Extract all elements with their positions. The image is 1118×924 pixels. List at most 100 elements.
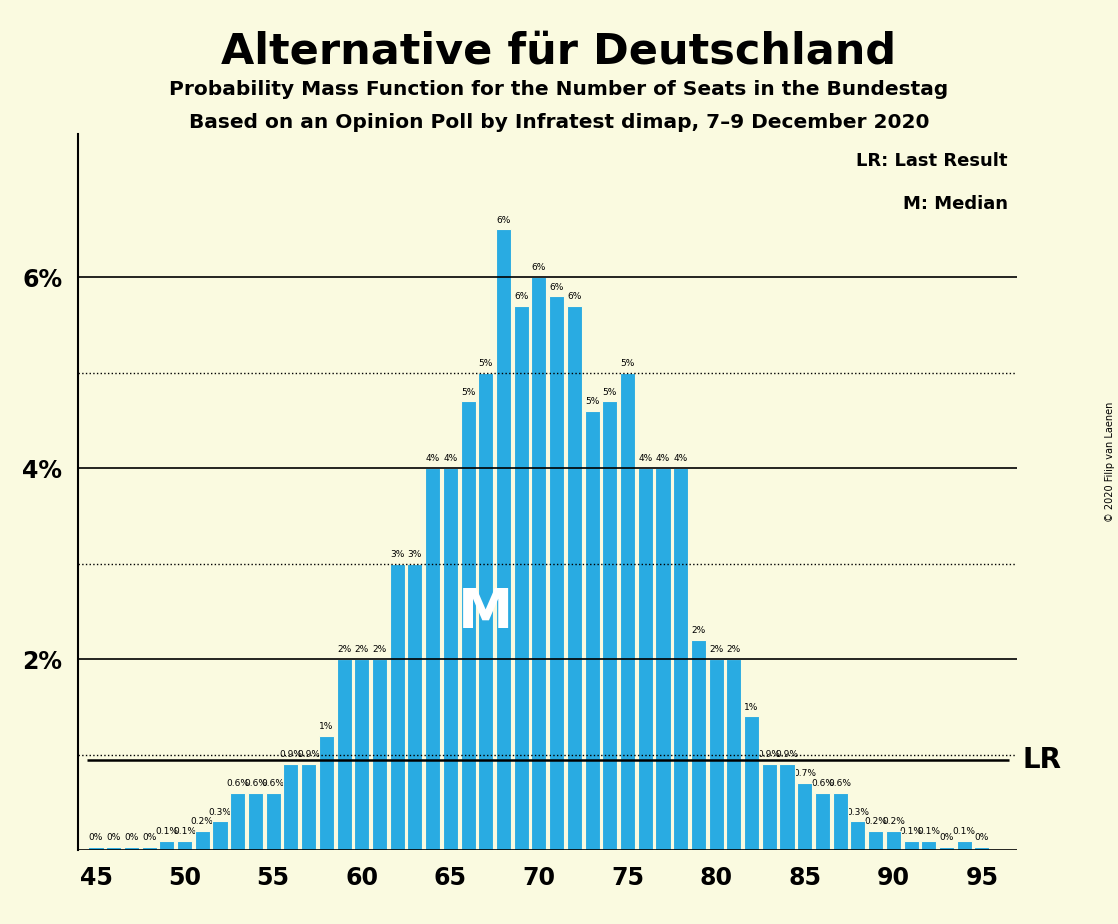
Bar	[212, 821, 228, 850]
Bar	[903, 841, 919, 850]
Text: 0%: 0%	[975, 833, 989, 843]
Bar	[443, 468, 458, 850]
Bar	[301, 764, 316, 850]
Bar	[461, 401, 475, 850]
Text: 0.3%: 0.3%	[846, 808, 870, 817]
Bar	[673, 468, 689, 850]
Bar	[513, 306, 529, 850]
Text: 0%: 0%	[124, 833, 139, 843]
Text: 0.2%: 0.2%	[864, 817, 887, 826]
Text: 0.6%: 0.6%	[244, 779, 267, 788]
Bar	[142, 847, 157, 850]
Bar	[761, 764, 777, 850]
Text: 5%: 5%	[620, 359, 635, 368]
Text: 0%: 0%	[142, 833, 157, 843]
Bar	[230, 793, 245, 850]
Text: 5%: 5%	[461, 387, 475, 396]
Bar	[425, 468, 440, 850]
Bar	[372, 659, 387, 850]
Text: 3%: 3%	[408, 550, 423, 559]
Bar	[939, 847, 954, 850]
Text: 0.2%: 0.2%	[191, 817, 214, 826]
Text: 2%: 2%	[372, 645, 387, 654]
Text: 0.6%: 0.6%	[226, 779, 249, 788]
Text: 4%: 4%	[426, 455, 439, 464]
Bar	[655, 468, 671, 850]
Text: 0.9%: 0.9%	[776, 750, 798, 760]
Text: LR: Last Result: LR: Last Result	[856, 152, 1008, 170]
Text: Alternative für Deutschland: Alternative für Deutschland	[221, 30, 897, 72]
Text: LR: LR	[1022, 747, 1061, 774]
Bar	[549, 297, 565, 850]
Text: 0.6%: 0.6%	[828, 779, 852, 788]
Bar	[868, 831, 883, 850]
Bar	[833, 793, 847, 850]
Text: 2%: 2%	[709, 645, 723, 654]
Bar	[319, 736, 334, 850]
Text: 5%: 5%	[603, 387, 617, 396]
Text: 1%: 1%	[745, 702, 759, 711]
Text: 0.7%: 0.7%	[794, 770, 816, 778]
Bar	[585, 411, 599, 850]
Bar	[957, 841, 972, 850]
Text: 0%: 0%	[106, 833, 121, 843]
Text: 5%: 5%	[585, 397, 599, 407]
Text: 0.1%: 0.1%	[173, 827, 196, 836]
Text: 0.3%: 0.3%	[209, 808, 231, 817]
Text: 4%: 4%	[638, 455, 653, 464]
Bar	[266, 793, 281, 850]
Bar	[283, 764, 299, 850]
Bar	[975, 847, 989, 850]
Text: 3%: 3%	[390, 550, 405, 559]
Text: 0.1%: 0.1%	[917, 827, 940, 836]
Bar	[479, 372, 493, 850]
Bar	[337, 659, 351, 850]
Bar	[531, 277, 547, 850]
Text: M: M	[458, 586, 513, 640]
Text: 6%: 6%	[496, 215, 511, 225]
Bar	[603, 401, 617, 850]
Text: 0.1%: 0.1%	[900, 827, 922, 836]
Text: 0.2%: 0.2%	[882, 817, 904, 826]
Bar	[160, 841, 174, 850]
Text: Probability Mass Function for the Number of Seats in the Bundestag: Probability Mass Function for the Number…	[169, 80, 949, 100]
Bar	[354, 659, 369, 850]
Bar	[691, 640, 705, 850]
Text: 0%: 0%	[88, 833, 103, 843]
Bar	[885, 831, 901, 850]
Bar	[637, 468, 653, 850]
Bar	[815, 793, 830, 850]
Text: 6%: 6%	[514, 292, 529, 301]
Text: 0.9%: 0.9%	[297, 750, 320, 760]
Text: 2%: 2%	[691, 626, 705, 636]
Bar	[851, 821, 865, 850]
Bar	[248, 793, 263, 850]
Bar	[407, 564, 423, 850]
Bar	[709, 659, 723, 850]
Text: 2%: 2%	[337, 645, 351, 654]
Text: 0.6%: 0.6%	[262, 779, 285, 788]
Text: 1%: 1%	[319, 722, 333, 731]
Bar	[797, 784, 813, 850]
Text: 0%: 0%	[939, 833, 954, 843]
Text: 5%: 5%	[479, 359, 493, 368]
Text: 4%: 4%	[443, 455, 457, 464]
Text: © 2020 Filip van Laenen: © 2020 Filip van Laenen	[1106, 402, 1115, 522]
Text: 0.1%: 0.1%	[953, 827, 976, 836]
Text: M: Median: M: Median	[903, 195, 1008, 213]
Bar	[177, 841, 192, 850]
Bar	[567, 306, 582, 850]
Bar	[779, 764, 795, 850]
Text: 2%: 2%	[354, 645, 369, 654]
Text: 4%: 4%	[673, 455, 688, 464]
Text: 4%: 4%	[656, 455, 670, 464]
Bar	[620, 372, 635, 850]
Text: 6%: 6%	[549, 283, 563, 292]
Bar	[124, 847, 139, 850]
Bar	[921, 841, 936, 850]
Bar	[390, 564, 405, 850]
Bar	[727, 659, 741, 850]
Text: 0.9%: 0.9%	[758, 750, 780, 760]
Text: 0.1%: 0.1%	[155, 827, 179, 836]
Text: 0.6%: 0.6%	[811, 779, 834, 788]
